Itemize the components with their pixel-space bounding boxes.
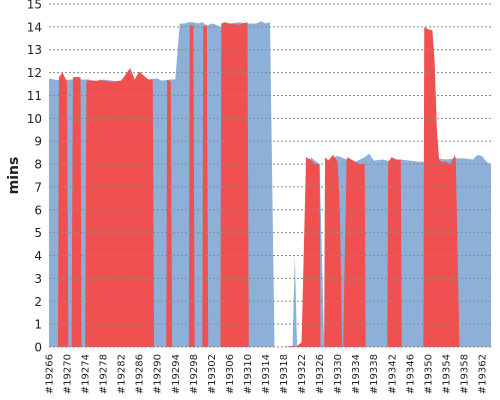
x-tick-label: #19274 — [81, 354, 92, 394]
x-tick-labels: #19266 #19270 #19274 #19278 #19282 #19286 #192… — [45, 354, 489, 394]
x-tick-label: #19322 — [297, 354, 308, 394]
y-tick-label: 8 — [34, 158, 42, 172]
x-tick-label: #19302 — [207, 354, 218, 394]
x-tick-label: #19326 — [315, 354, 326, 394]
y-tick-label: 12 — [27, 66, 42, 80]
x-tick-label: #19270 — [63, 354, 74, 394]
y-tick-label: 7 — [34, 180, 42, 194]
y-tick-label: 1 — [34, 318, 42, 332]
x-tick-label: #19294 — [171, 354, 182, 394]
y-tick-label: 10 — [27, 112, 42, 126]
x-tick-label: #19298 — [189, 354, 200, 394]
x-tick-label: #19350 — [423, 354, 434, 394]
y-tick-label: 11 — [27, 89, 42, 103]
series-layer — [49, 21, 491, 348]
x-tick-label: #19338 — [369, 354, 380, 394]
x-tick-label: #19334 — [351, 354, 362, 394]
y-tick-label: 6 — [34, 203, 42, 217]
x-tick-label: #19346 — [405, 354, 416, 394]
y-tick-label: 13 — [27, 43, 42, 57]
y-tick-label: 2 — [34, 295, 42, 309]
x-tick-label: #19358 — [459, 354, 470, 394]
x-tick-label: #19286 — [135, 354, 146, 394]
x-tick-label: #19318 — [279, 354, 290, 394]
x-tick-label: #19278 — [99, 354, 110, 394]
x-tick-label: #19314 — [261, 354, 272, 394]
x-tick-label: #19266 — [45, 354, 56, 394]
y-tick-label: 4 — [34, 249, 42, 263]
y-tick-label: 5 — [34, 226, 42, 240]
y-tick-label: 14 — [27, 20, 42, 34]
y-axis-label: mins — [6, 157, 22, 195]
x-tick-label: #19354 — [441, 354, 452, 394]
x-tick-label: #19310 — [243, 354, 254, 394]
x-tick-label: #19330 — [333, 354, 344, 394]
y-tick-label: 0 — [34, 341, 42, 355]
x-tick-label: #19290 — [153, 354, 164, 394]
grid-layer — [49, 3, 491, 348]
y-tick-label: 3 — [34, 272, 42, 286]
series-area-red — [49, 22, 491, 347]
x-tick-label: #19306 — [225, 354, 236, 394]
y-tick-label: 15 — [27, 0, 42, 12]
series-area-blue — [49, 21, 491, 348]
x-tick-label: #19282 — [117, 354, 128, 394]
y-tick-label: 9 — [34, 135, 42, 149]
x-tick-label: #19342 — [387, 354, 398, 394]
x-tick-label: #19362 — [477, 354, 488, 394]
